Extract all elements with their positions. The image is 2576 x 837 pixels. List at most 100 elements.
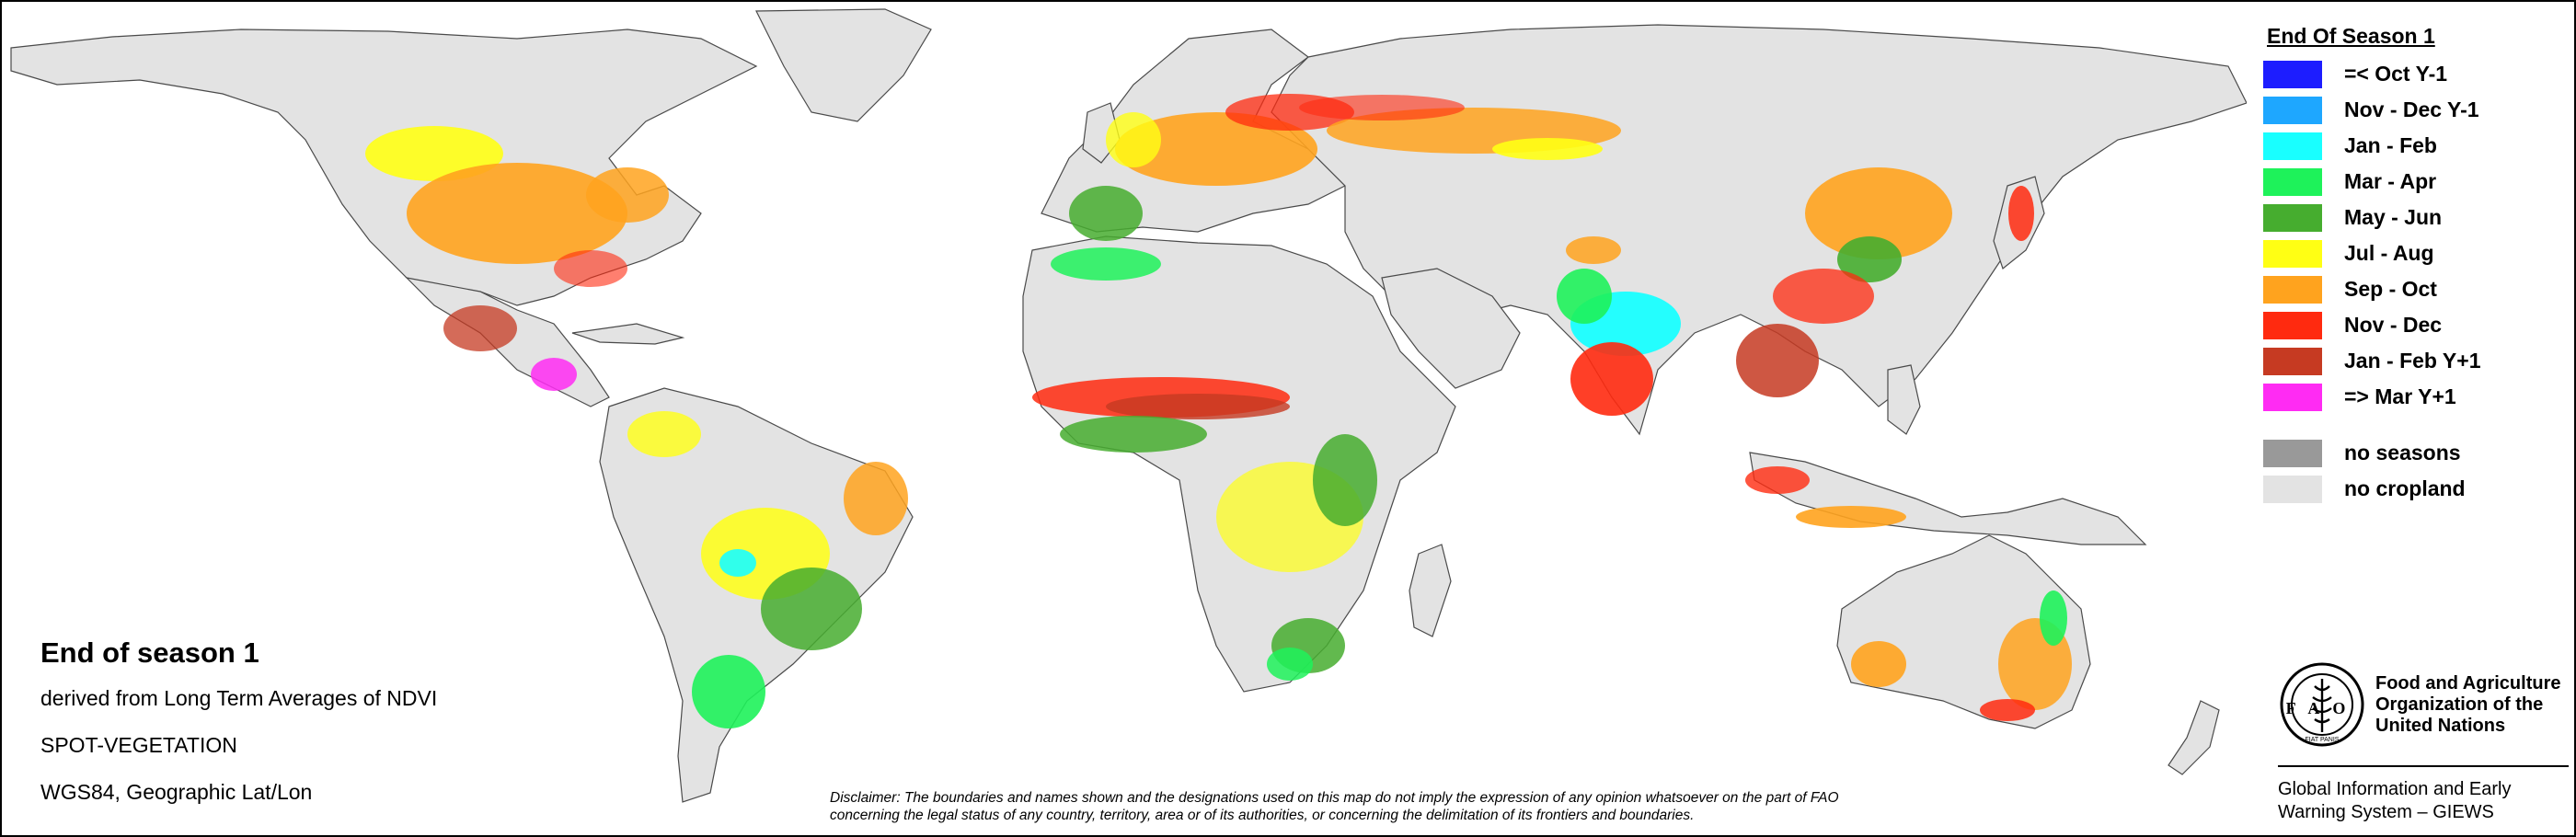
fao-divider [2278, 765, 2569, 767]
patch-australia-south-red [1980, 699, 2035, 721]
crop-patches [365, 94, 2072, 728]
legend-class-swatch [2263, 60, 2322, 88]
legend-class-swatch [2263, 96, 2322, 124]
legend-extra-label: no seasons [2344, 441, 2461, 464]
land-caribbean [571, 323, 685, 345]
patch-argentina-green [692, 655, 765, 728]
legend-class-row: => Mar Y+1 [2263, 379, 2567, 415]
patch-china-red [1773, 269, 1874, 324]
map-info: End of season 1 derived from Long Term A… [40, 636, 684, 827]
legend-class-row: Nov - Dec [2263, 307, 2567, 343]
legend-class-swatch [2263, 167, 2322, 196]
land-philippines [1887, 364, 1921, 435]
patch-india-green [1557, 269, 1612, 324]
patch-na-south-red [554, 250, 627, 287]
legend-class-row: =< Oct Y-1 [2263, 56, 2567, 92]
legend-class-row: Nov - Dec Y-1 [2263, 92, 2567, 128]
legend-class-swatch [2263, 275, 2322, 304]
patch-na-east-orange [586, 167, 669, 223]
legend-extra-row: no seasons [2263, 435, 2567, 471]
patch-australia-east-green [2040, 590, 2067, 646]
patch-eu-yellow [1106, 112, 1161, 167]
legend-class-row: Jan - Feb [2263, 128, 2567, 164]
legend-class-label: Nov - Dec [2344, 313, 2443, 337]
info-line-projection: WGS84, Geographic Lat/Lon [40, 780, 313, 804]
legend-class-swatch [2263, 347, 2322, 375]
giews-text: Global Information and Early Warning Sys… [2278, 778, 2563, 824]
fao-logo-motto: FIAT PANIS [2306, 737, 2340, 743]
info-line-sensor: SPOT-VEGETATION [40, 733, 237, 757]
patch-russia-red [1299, 95, 1465, 120]
legend-class-label: Mar - Apr [2344, 169, 2437, 193]
legend-extra-swatch [2263, 439, 2322, 467]
patch-maghreb-green [1051, 247, 1161, 281]
world-map [10, 8, 2247, 803]
patch-na-orange [407, 163, 627, 264]
legend-class-label: Jan - Feb [2344, 133, 2437, 157]
disclaimer: Disclaimer: The boundaries and names sho… [830, 789, 2118, 824]
info-line-source: derived from Long Term Averages of NDVI [40, 686, 438, 710]
legend-class-swatch [2263, 239, 2322, 268]
map-legend: End Of Season 1 =< Oct Y-1 Nov - Dec Y-1 J… [2263, 24, 2567, 507]
patch-sa-green [761, 568, 862, 650]
patch-china-orange [1805, 167, 1952, 259]
fao-logo-text: FAO [2286, 699, 2359, 717]
patch-japan-red [2008, 186, 2034, 241]
patch-china-green [1837, 236, 1902, 282]
legend-class-label: Sep - Oct [2344, 277, 2437, 301]
disclaimer-line-2: concerning the legal status of any count… [830, 808, 1695, 823]
legend-gap [2263, 415, 2567, 435]
legend-extra: no seasons no cropland [2263, 435, 2567, 507]
info-title: End of season 1 [40, 636, 259, 669]
patch-eu-green [1069, 186, 1143, 241]
giews-line-2: Warning System – GIEWS [2278, 802, 2494, 822]
legend-class-row: May - Jun [2263, 200, 2567, 235]
patch-east-africa-green [1313, 434, 1377, 526]
patch-indonesia-red [1745, 466, 1810, 494]
land-madagascar [1409, 544, 1452, 637]
fao-logo-icon: FAO FIAT PANIS [2280, 662, 2364, 747]
land-indonesia [1749, 452, 2147, 545]
land-arabia [1381, 268, 1521, 389]
patch-sa-cyan [719, 549, 756, 577]
fao-name-line-2: Organization of the [2375, 694, 2544, 715]
legend-class-row: Jan - Feb Y+1 [2263, 343, 2567, 379]
legend-class-row: Jul - Aug [2263, 235, 2567, 271]
legend-class-label: Jan - Feb Y+1 [2344, 349, 2481, 373]
legend-class-swatch [2263, 383, 2322, 411]
legend-class-label: =< Oct Y-1 [2344, 62, 2448, 86]
legend-class-swatch [2263, 203, 2322, 232]
legend-class-swatch [2263, 311, 2322, 339]
patch-na-north-yellow [365, 126, 503, 181]
legend-class-row: Sep - Oct [2263, 271, 2567, 307]
giews-line-1: Global Information and Early [2278, 779, 2512, 799]
legend-class-row: Mar - Apr [2263, 164, 2567, 200]
fao-name-line-1: Food and Agriculture [2375, 672, 2561, 694]
patch-australia-west-orange [1851, 641, 1906, 687]
legend-class-label: => Mar Y+1 [2344, 384, 2456, 408]
fao-block: FAO FIAT PANIS Food and Agriculture Orga… [2278, 660, 2569, 824]
patch-sa-north-yellow [627, 411, 701, 457]
patch-india-north-orange [1566, 236, 1621, 264]
legend-class-label: Jul - Aug [2344, 241, 2434, 265]
legend-class-swatch [2263, 132, 2322, 160]
patch-sahel-brown [1106, 394, 1290, 419]
fao-name: Food and Agriculture Organization of the… [2375, 673, 2560, 737]
legend-classes: =< Oct Y-1 Nov - Dec Y-1 Jan - Feb Mar - Ap… [2263, 56, 2567, 415]
patch-russia-yellow [1492, 138, 1603, 160]
land-new-zealand [2168, 700, 2220, 775]
land-greenland [755, 8, 932, 122]
patch-ca-magenta [531, 358, 577, 391]
fao-header: FAO FIAT PANIS Food and Agriculture Orga… [2278, 660, 2563, 749]
disclaimer-line-1: Disclaimer: The boundaries and names sho… [830, 790, 1839, 806]
legend-class-label: Nov - Dec Y-1 [2344, 97, 2479, 121]
legend-extra-swatch [2263, 475, 2322, 503]
legend-extra-label: no cropland [2344, 476, 2466, 500]
patch-sa-east-orange [844, 462, 908, 535]
patch-indonesia-orange [1796, 506, 1906, 528]
legend-class-label: May - Jun [2344, 205, 2443, 229]
patch-eu-orange [1115, 112, 1317, 186]
patch-se-asia-brown [1736, 324, 1819, 397]
patch-mexico-brown [443, 305, 517, 351]
